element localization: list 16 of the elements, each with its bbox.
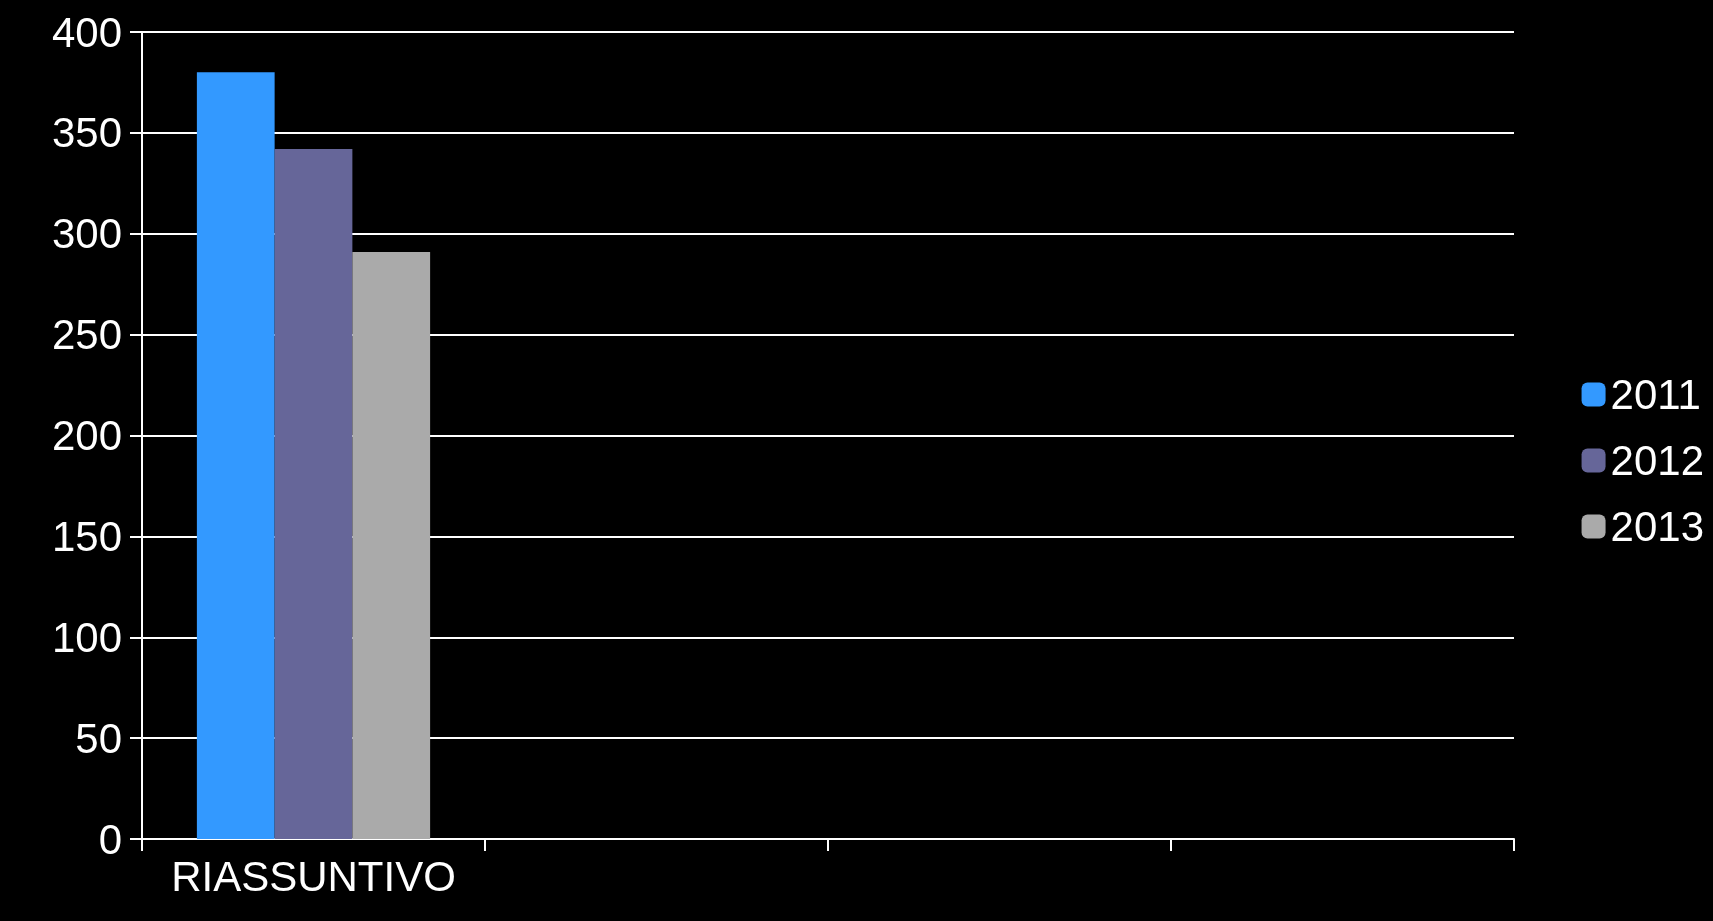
y-tick-label: 50: [75, 714, 122, 762]
legend-label: 2013: [1610, 503, 1704, 550]
y-tick-label: 300: [51, 210, 122, 258]
y-tick-label: 200: [51, 412, 122, 459]
y-tick-label: 250: [51, 311, 122, 359]
bar: [274, 149, 353, 839]
legend-label: 2011: [1610, 371, 1701, 418]
y-tick-label: 0: [98, 815, 122, 863]
bar: [352, 251, 431, 839]
y-tick-label: 350: [51, 109, 122, 157]
y-tick-label: 400: [51, 8, 122, 56]
legend-label: 2012: [1610, 437, 1704, 484]
y-tick-label: 100: [51, 613, 122, 661]
x-tick-label: RIASSUNTIVO: [171, 852, 456, 900]
y-tick-label: 150: [51, 512, 122, 560]
bar: [196, 72, 275, 839]
